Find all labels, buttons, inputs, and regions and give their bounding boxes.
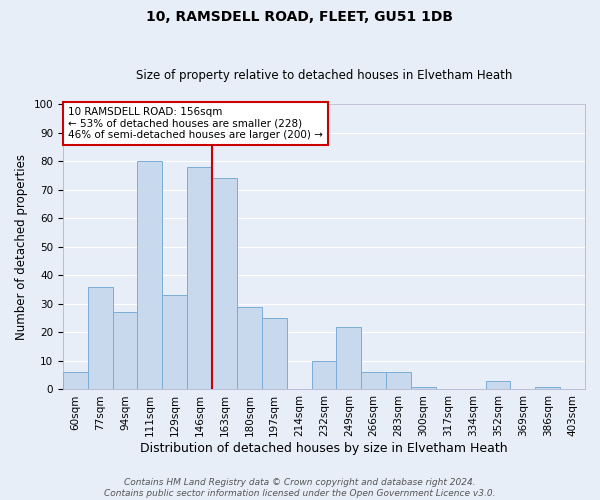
Bar (485, 381, 511, 390)
Bar (88, 286, 113, 390)
Bar (411, 386, 436, 390)
Bar (137, 161, 163, 390)
Bar (262, 318, 287, 390)
Bar (361, 372, 386, 390)
Bar (63, 372, 88, 390)
Bar (212, 178, 237, 390)
Bar (187, 167, 212, 390)
Bar (113, 312, 137, 390)
Bar (163, 296, 187, 390)
Bar (237, 306, 262, 390)
Bar (386, 372, 411, 390)
Bar (337, 326, 361, 390)
Text: 10, RAMSDELL ROAD, FLEET, GU51 1DB: 10, RAMSDELL ROAD, FLEET, GU51 1DB (146, 10, 454, 24)
Title: Size of property relative to detached houses in Elvetham Heath: Size of property relative to detached ho… (136, 69, 512, 82)
Text: Contains HM Land Registry data © Crown copyright and database right 2024.
Contai: Contains HM Land Registry data © Crown c… (104, 478, 496, 498)
X-axis label: Distribution of detached houses by size in Elvetham Heath: Distribution of detached houses by size … (140, 442, 508, 455)
Y-axis label: Number of detached properties: Number of detached properties (15, 154, 28, 340)
Bar (311, 361, 337, 390)
Text: 10 RAMSDELL ROAD: 156sqm
← 53% of detached houses are smaller (228)
46% of semi-: 10 RAMSDELL ROAD: 156sqm ← 53% of detach… (68, 107, 323, 140)
Bar (535, 386, 560, 390)
